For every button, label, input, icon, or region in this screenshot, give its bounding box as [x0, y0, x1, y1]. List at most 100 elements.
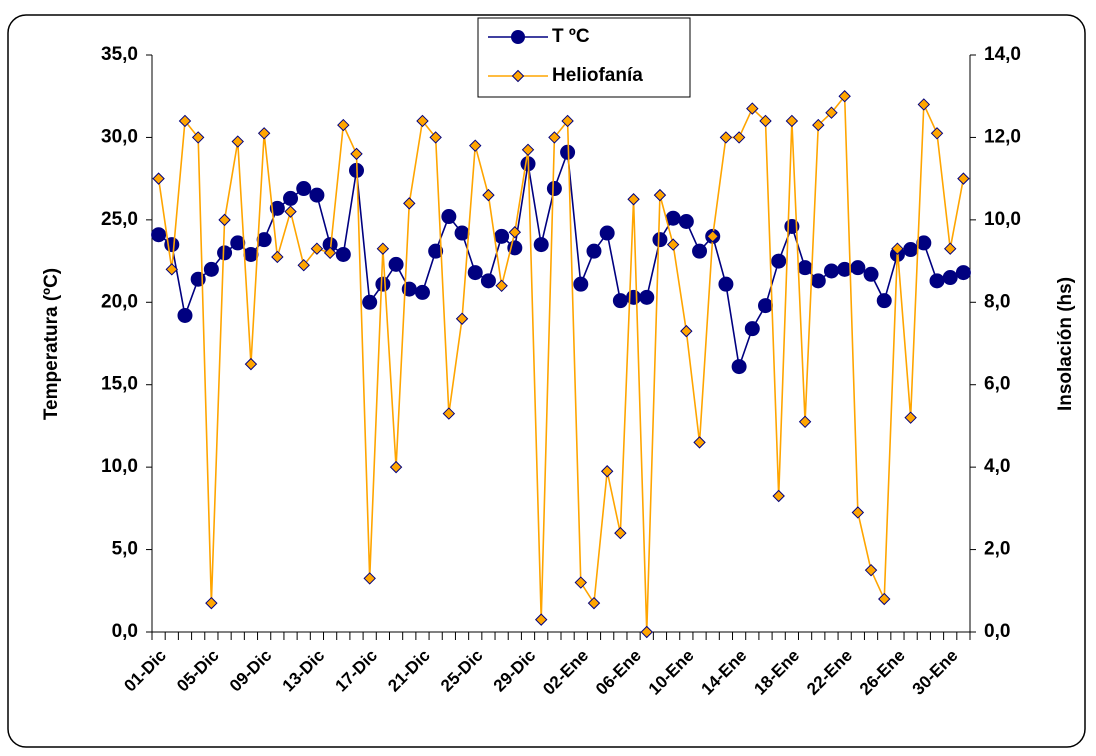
data-point — [535, 613, 548, 626]
data-point — [838, 90, 851, 103]
data-point — [243, 246, 259, 262]
y-tick-label: 25,0 — [101, 209, 138, 230]
data-point — [586, 243, 602, 259]
data-point — [771, 253, 787, 269]
data-point — [428, 243, 444, 259]
data-point — [798, 415, 812, 429]
data-point — [746, 102, 759, 115]
data-point — [548, 131, 561, 144]
data-point — [693, 436, 706, 449]
data-point — [626, 289, 642, 305]
y2-tick-label: 0,0 — [984, 621, 1010, 642]
data-point — [230, 235, 246, 251]
data-point — [731, 359, 747, 375]
data-point — [930, 127, 944, 140]
y-axis-title: Temperatura (ºC) — [41, 268, 62, 420]
data-point — [678, 214, 694, 230]
data-point — [732, 131, 746, 144]
data-point — [718, 276, 734, 292]
data-point — [455, 312, 469, 325]
data-point — [574, 576, 587, 589]
data-point — [942, 270, 958, 286]
data-point — [706, 230, 719, 243]
data-point — [665, 210, 681, 226]
data-point — [388, 256, 404, 272]
data-point — [719, 131, 733, 144]
data-point — [955, 265, 971, 281]
y-tick-label: 15,0 — [101, 374, 138, 395]
data-point — [389, 460, 403, 474]
data-point — [217, 245, 233, 261]
data-point — [772, 489, 785, 503]
y2-tick-label: 2,0 — [984, 539, 1010, 560]
data-point — [414, 284, 430, 300]
data-point — [152, 172, 165, 185]
data-point — [851, 506, 865, 519]
data-point — [812, 118, 825, 132]
data-point — [376, 242, 390, 255]
data-point — [864, 563, 878, 577]
data-point — [494, 228, 510, 244]
data-point — [653, 188, 667, 202]
legend-label: T ºC — [552, 26, 590, 47]
data-point — [758, 298, 773, 314]
data-point — [244, 357, 258, 371]
y2-tick-label: 14,0 — [984, 44, 1021, 65]
data-point — [309, 187, 325, 203]
data-point — [469, 139, 482, 152]
data-point — [362, 294, 378, 310]
data-point — [916, 235, 932, 251]
data-point — [177, 307, 193, 323]
data-point — [891, 242, 904, 255]
legend-box — [477, 17, 691, 98]
y2-axis-title: Insolación (hs) — [1055, 277, 1076, 411]
data-point — [508, 226, 522, 239]
data-point — [480, 273, 496, 289]
data-point — [944, 242, 957, 255]
data-point — [904, 411, 917, 424]
data-point — [256, 232, 272, 248]
data-point — [744, 321, 760, 337]
legend-marker — [511, 30, 525, 44]
data-point — [284, 205, 297, 218]
data-point — [337, 118, 350, 132]
data-point — [850, 260, 866, 276]
data-point — [205, 596, 218, 610]
data-point — [599, 225, 615, 241]
data-point — [350, 147, 363, 161]
data-point — [929, 273, 945, 289]
data-point — [467, 265, 483, 281]
data-point — [429, 131, 442, 144]
data-point — [416, 114, 429, 128]
data-point — [323, 246, 337, 260]
y2-tick-label: 10,0 — [984, 209, 1021, 230]
data-point — [403, 197, 416, 210]
data-point — [257, 127, 271, 140]
data-point — [363, 572, 376, 585]
data-point — [521, 143, 535, 157]
data-point — [587, 596, 601, 610]
data-point — [903, 242, 919, 258]
y2-tick-label: 4,0 — [984, 456, 1010, 477]
data-point — [441, 209, 457, 225]
data-point — [863, 266, 879, 282]
data-point — [296, 181, 312, 197]
data-point — [310, 242, 324, 255]
data-point — [823, 263, 839, 279]
data-point — [546, 181, 562, 197]
data-point — [785, 114, 799, 128]
y-tick-label: 35,0 — [101, 44, 138, 65]
data-point — [178, 114, 192, 128]
data-point — [639, 289, 655, 305]
data-point — [878, 592, 891, 606]
data-point — [203, 261, 219, 277]
legend: T ºC Heliofanía — [477, 17, 691, 98]
data-point — [218, 213, 231, 227]
data-point — [191, 131, 205, 144]
data-point — [612, 293, 628, 309]
data-point — [680, 324, 693, 338]
data-point — [165, 263, 178, 276]
data-point — [627, 193, 640, 206]
data-point — [283, 190, 299, 206]
